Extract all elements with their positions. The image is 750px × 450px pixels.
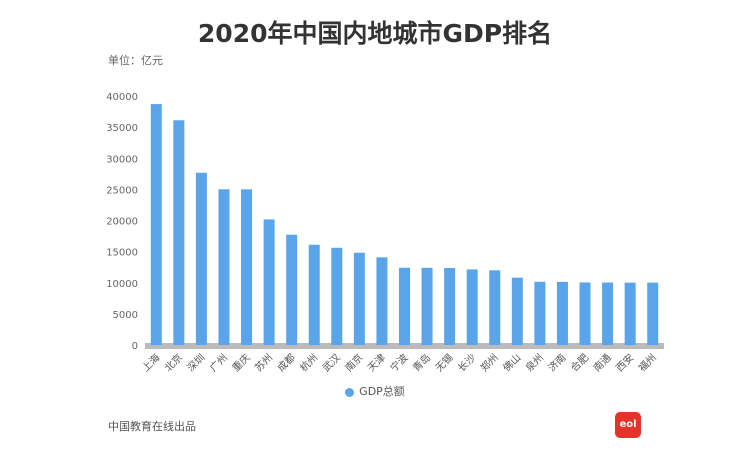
bar [331, 247, 343, 345]
bar [556, 281, 568, 345]
x-tick-label: 南通 [590, 351, 613, 374]
y-tick-label: 30000 [106, 154, 138, 165]
x-axis-baseline [145, 343, 664, 349]
y-tick-label: 20000 [106, 217, 138, 228]
legend-marker-icon [345, 387, 355, 397]
bar [218, 189, 230, 345]
bar [489, 270, 501, 345]
x-tick-label: 深圳 [185, 352, 208, 375]
x-tick-label: 西安 [613, 351, 636, 374]
source-credit: 中国教育在线出品 [108, 420, 196, 433]
y-tick-label: 40000 [106, 92, 138, 103]
x-tick-label: 天津 [365, 352, 388, 375]
x-tick-label: 重庆 [229, 351, 252, 374]
chart-title: 2020年中国内地城市GDP排名 [197, 19, 553, 48]
x-tick-label: 济南 [545, 351, 568, 374]
x-tick-label: 广州 [207, 352, 230, 375]
bar [263, 219, 275, 345]
bar [353, 252, 365, 345]
y-tick-label: 5000 [113, 310, 138, 321]
bar [286, 234, 298, 345]
x-tick-label: 泉州 [523, 351, 546, 374]
legend-label: GDP总额 [359, 385, 405, 398]
y-tick-label: 10000 [106, 279, 138, 290]
bar [602, 282, 614, 345]
bar [647, 282, 659, 345]
x-tick-label: 上海 [139, 351, 162, 374]
x-tick-label: 宁波 [387, 351, 410, 374]
x-tick-label: 福州 [636, 351, 659, 374]
bar [195, 172, 207, 345]
x-tick-label: 北京 [162, 351, 185, 374]
y-tick-label: 25000 [106, 185, 138, 196]
bar [150, 104, 162, 345]
eol-logo-icon: eol [615, 412, 641, 438]
x-tick-label: 杭州 [297, 351, 320, 374]
bar [466, 269, 478, 345]
y-tick-label: 35000 [106, 123, 138, 134]
x-tick-label: 合肥 [568, 351, 591, 374]
bar [376, 257, 388, 345]
bar [173, 120, 185, 346]
bar [444, 267, 456, 345]
legend[interactable]: GDP总额 [0, 383, 750, 399]
y-tick-label: 15000 [106, 248, 138, 259]
bar [511, 277, 523, 345]
unit-label: 单位：亿元 [108, 54, 163, 67]
bar [421, 267, 433, 345]
x-tick-label: 长沙 [456, 352, 479, 375]
bar [579, 282, 591, 345]
x-tick-label: 青岛 [410, 351, 433, 374]
x-tick-label: 成都 [275, 352, 298, 375]
bar [399, 267, 410, 345]
x-tick-label: 佛山 [500, 351, 523, 374]
bar [308, 244, 320, 345]
y-tick-label: 0 [132, 341, 138, 352]
bar [241, 189, 253, 345]
x-tick-label: 武汉 [320, 351, 343, 374]
x-tick-label: 苏州 [252, 351, 275, 374]
x-tick-label: 郑州 [478, 351, 501, 374]
x-tick-label: 南京 [342, 351, 365, 374]
x-tick-label: 无锡 [432, 351, 455, 374]
bar [534, 281, 546, 345]
bar [624, 282, 636, 345]
